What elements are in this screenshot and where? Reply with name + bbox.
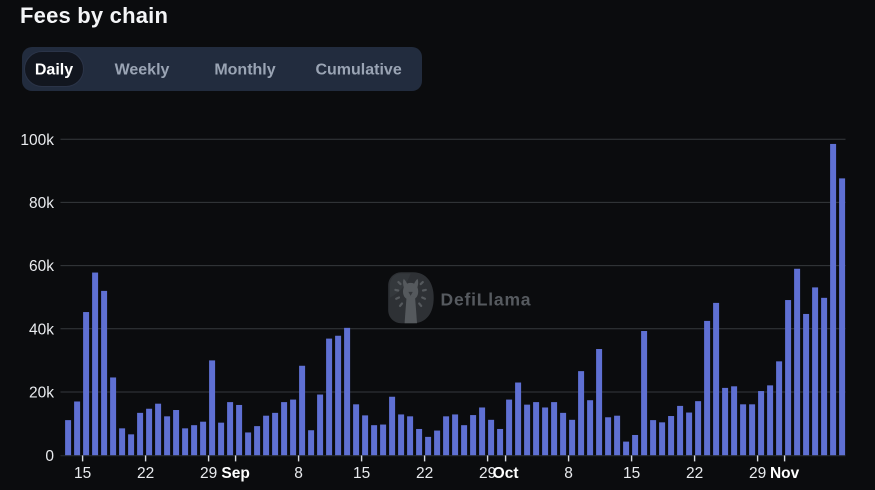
svg-text:Cumulative: Cumulative xyxy=(315,62,401,79)
svg-text:8: 8 xyxy=(564,465,573,482)
svg-text:15: 15 xyxy=(623,465,640,482)
svg-text:80k: 80k xyxy=(29,195,54,212)
svg-text:22: 22 xyxy=(137,465,154,482)
svg-text:29: 29 xyxy=(479,465,496,482)
svg-text:DefiLlama: DefiLlama xyxy=(441,289,532,309)
svg-text:15: 15 xyxy=(74,465,91,482)
svg-text:8: 8 xyxy=(294,465,303,482)
svg-text:Oct: Oct xyxy=(493,465,519,482)
svg-text:22: 22 xyxy=(416,465,433,482)
svg-text:22: 22 xyxy=(686,465,703,482)
svg-text:Fees by chain: Fees by chain xyxy=(20,3,168,28)
svg-text:Nov: Nov xyxy=(770,465,800,482)
svg-text:60k: 60k xyxy=(29,258,54,275)
svg-text:40k: 40k xyxy=(29,321,54,338)
svg-text:100k: 100k xyxy=(20,132,54,149)
svg-text:Sep: Sep xyxy=(221,465,249,482)
svg-text:0: 0 xyxy=(45,448,54,465)
svg-text:15: 15 xyxy=(353,465,370,482)
svg-text:Daily: Daily xyxy=(35,62,73,79)
svg-text:29: 29 xyxy=(749,465,766,482)
svg-text:Weekly: Weekly xyxy=(115,62,170,79)
svg-text:Monthly: Monthly xyxy=(214,62,275,79)
svg-text:29: 29 xyxy=(200,465,217,482)
svg-text:20k: 20k xyxy=(29,385,54,402)
